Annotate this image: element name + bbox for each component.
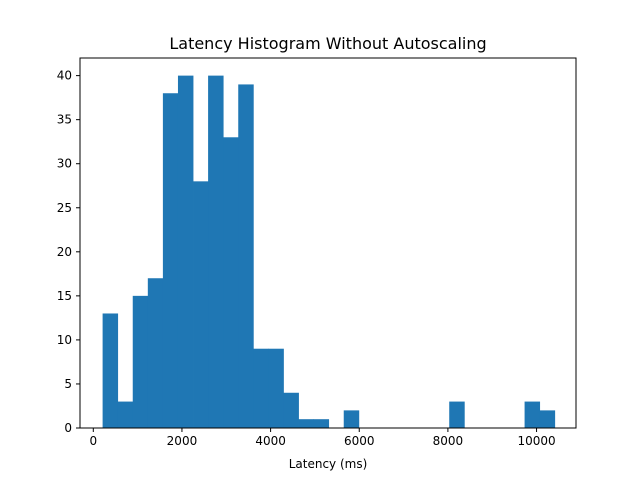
histogram-bar: [102, 313, 119, 428]
x-axis-ticks: 0 2000 4000 6000 8000 10000: [89, 428, 556, 448]
chart-title: Latency Histogram Without Autoscaling: [169, 34, 486, 53]
histogram-bar: [539, 410, 556, 428]
histogram-bar: [147, 278, 164, 428]
bars-group: [102, 75, 556, 429]
y-tick-label: 20: [57, 245, 72, 259]
histogram-bar: [343, 410, 360, 428]
x-tick-label: 8000: [433, 434, 464, 448]
histogram-bar: [117, 401, 134, 428]
histogram-bar: [283, 392, 299, 428]
histogram-bar: [193, 181, 209, 428]
x-axis-label: Latency (ms): [289, 457, 368, 471]
x-tick-label: 10000: [517, 434, 555, 448]
histogram-bar: [223, 137, 239, 429]
y-tick-label: 25: [57, 201, 72, 215]
y-axis-ticks: 0 5 10 15 20 25 30 35 40: [57, 69, 80, 435]
x-tick-label: 4000: [255, 434, 286, 448]
histogram-bar: [313, 419, 330, 428]
y-tick-label: 40: [57, 69, 72, 83]
histogram-bar: [162, 93, 179, 428]
y-tick-label: 10: [57, 333, 72, 347]
histogram-bar: [298, 419, 314, 428]
histogram-bar: [253, 348, 269, 428]
y-tick-label: 5: [64, 377, 72, 391]
y-tick-label: 35: [57, 113, 72, 127]
y-tick-label: 30: [57, 157, 72, 171]
x-tick-label: 2000: [167, 434, 198, 448]
histogram-bar: [177, 75, 194, 428]
histogram-bar: [449, 401, 465, 428]
x-tick-label: 0: [89, 434, 97, 448]
histogram-bar: [132, 295, 149, 428]
histogram-bar: [268, 348, 284, 428]
histogram-bar: [524, 401, 541, 428]
histogram-bar: [238, 84, 254, 428]
plot-frame: [79, 57, 577, 429]
x-tick-label: 6000: [344, 434, 375, 448]
y-tick-label: 0: [64, 421, 72, 435]
histogram-bar: [208, 75, 224, 428]
y-tick-label: 15: [57, 289, 72, 303]
